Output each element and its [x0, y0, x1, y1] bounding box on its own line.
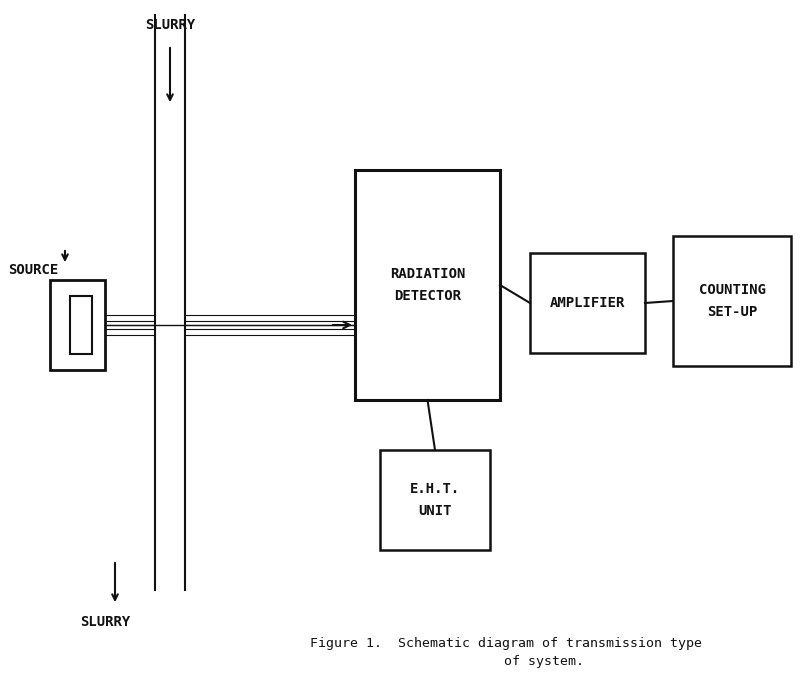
Text: SLURRY: SLURRY — [145, 18, 195, 32]
Bar — [530, 253, 645, 353]
Text: SOURCE: SOURCE — [8, 263, 58, 277]
Text: Figure 1.  Schematic diagram of transmission type: Figure 1. Schematic diagram of transmiss… — [310, 637, 702, 650]
Text: COUNTING
SET-UP: COUNTING SET-UP — [698, 283, 766, 320]
Bar — [70, 296, 92, 354]
Bar — [50, 280, 105, 370]
Text: AMPLIFIER: AMPLIFIER — [550, 296, 625, 310]
Text: SLURRY: SLURRY — [80, 615, 130, 629]
Bar — [380, 450, 490, 550]
Text: E.H.T.
UNIT: E.H.T. UNIT — [410, 482, 460, 518]
Bar — [673, 236, 791, 366]
Text: of system.: of system. — [360, 655, 584, 668]
Bar — [355, 170, 500, 400]
Text: RADIATION
DETECTOR: RADIATION DETECTOR — [390, 266, 465, 303]
